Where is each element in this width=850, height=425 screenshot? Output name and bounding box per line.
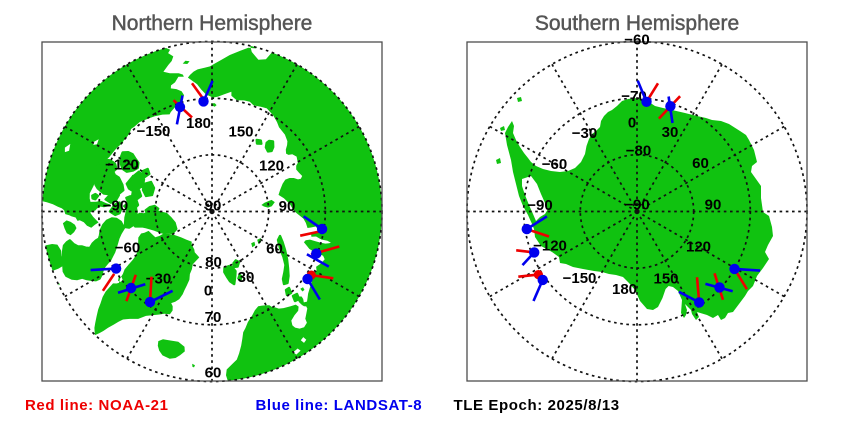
- svg-text:−90: −90: [624, 197, 649, 214]
- svg-text:60: 60: [205, 365, 222, 382]
- svg-text:−120: −120: [105, 157, 139, 174]
- svg-text:30: 30: [238, 269, 255, 286]
- svg-text:60: 60: [266, 241, 283, 258]
- svg-text:120: 120: [686, 239, 711, 256]
- svg-text:70: 70: [205, 309, 222, 326]
- svg-text:Red line: NOAA-21: Red line: NOAA-21: [25, 397, 169, 414]
- svg-text:30: 30: [662, 124, 679, 141]
- svg-text:−150: −150: [563, 270, 597, 287]
- svg-text:−120: −120: [533, 238, 567, 255]
- svg-text:−30: −30: [146, 271, 171, 288]
- svg-text:180: 180: [186, 115, 211, 132]
- svg-text:90: 90: [279, 198, 296, 215]
- svg-text:−90: −90: [103, 198, 128, 215]
- svg-text:150: 150: [653, 270, 678, 287]
- svg-text:−90: −90: [527, 197, 552, 214]
- svg-text:120: 120: [259, 158, 284, 175]
- svg-text:−60: −60: [624, 32, 649, 49]
- svg-text:90: 90: [205, 198, 222, 215]
- svg-text:−30: −30: [572, 125, 597, 142]
- svg-text:Blue line: LANDSAT-8: Blue line: LANDSAT-8: [256, 397, 423, 414]
- svg-text:−80: −80: [626, 143, 651, 160]
- svg-text:150: 150: [228, 124, 253, 141]
- svg-text:Northern Hemisphere: Northern Hemisphere: [112, 12, 313, 35]
- svg-text:Southern Hemisphere: Southern Hemisphere: [535, 12, 739, 35]
- svg-text:180: 180: [612, 281, 637, 298]
- svg-text:−60: −60: [542, 156, 567, 173]
- svg-text:90: 90: [705, 197, 722, 214]
- svg-text:−70: −70: [621, 88, 646, 105]
- svg-text:60: 60: [692, 155, 709, 172]
- svg-text:−60: −60: [115, 240, 140, 257]
- svg-text:80: 80: [205, 254, 222, 271]
- svg-text:0: 0: [204, 283, 212, 300]
- svg-text:0: 0: [628, 115, 636, 132]
- svg-text:TLE Epoch: 2025/8/13: TLE Epoch: 2025/8/13: [454, 397, 620, 414]
- svg-text:−150: −150: [137, 123, 171, 140]
